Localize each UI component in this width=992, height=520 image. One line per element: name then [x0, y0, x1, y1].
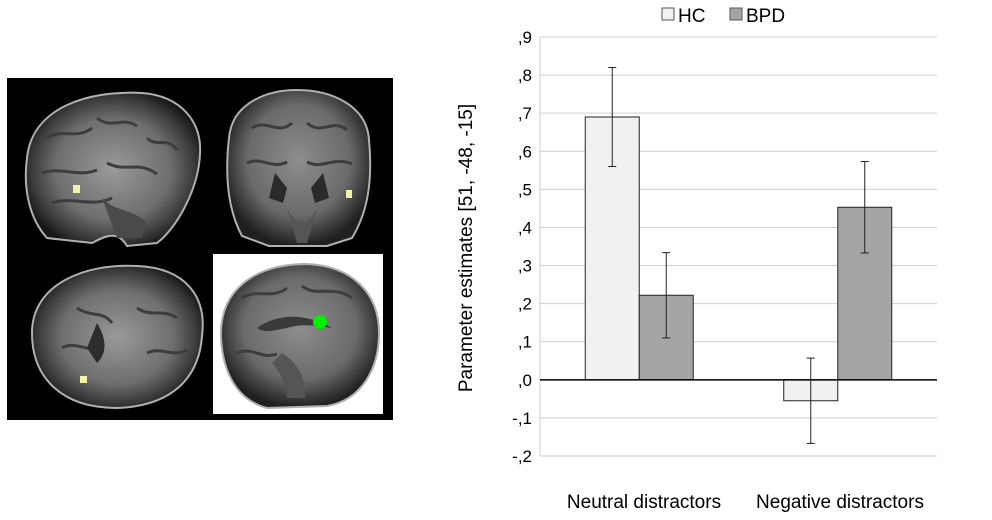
category-label-negative: Negative distractors: [756, 492, 924, 513]
legend-label-bpd: BPD: [746, 6, 785, 27]
y-axis-label: Parameter estimates [51, -48, -15]: [456, 104, 477, 392]
sagittal-lateral-view: [24, 91, 202, 248]
legend-label-hc: HC: [678, 6, 705, 27]
plot-area: ,9 ,8 ,7 ,6 ,5 ,4 ,3 ,2 ,1 ,0 -,1 -,2: [512, 28, 937, 466]
y-tick-label: ,1: [518, 333, 532, 352]
y-tick-label: ,0: [518, 371, 532, 390]
y-tick-label: ,6: [518, 142, 532, 161]
axial-view: [30, 264, 204, 410]
bar-chart: HC BPD ,9 ,8 ,7 ,6 ,5 ,4 ,3 ,2 ,1 ,0 -,1 -,2 Parame…: [456, 6, 937, 513]
y-tick-label: ,3: [518, 257, 532, 276]
y-tick-label: ,7: [518, 104, 532, 123]
legend-swatch-hc: [661, 7, 675, 21]
y-tick-label: -,1: [512, 409, 532, 428]
y-tick-label: ,8: [518, 66, 532, 85]
coronal-view: [226, 88, 372, 247]
y-tick-label: -,2: [512, 447, 532, 466]
brain-images-panel: [7, 78, 393, 420]
y-tick-label: ,9: [518, 28, 532, 47]
legend: HC BPD: [661, 6, 785, 27]
y-tick-label: ,4: [518, 218, 532, 237]
category-label-neutral: Neutral distractors: [567, 492, 721, 513]
y-tick-label: ,5: [518, 180, 532, 199]
sagittal-medial-view: [213, 254, 383, 414]
legend-swatch-bpd: [729, 7, 743, 21]
y-tick-label: ,2: [518, 295, 532, 314]
